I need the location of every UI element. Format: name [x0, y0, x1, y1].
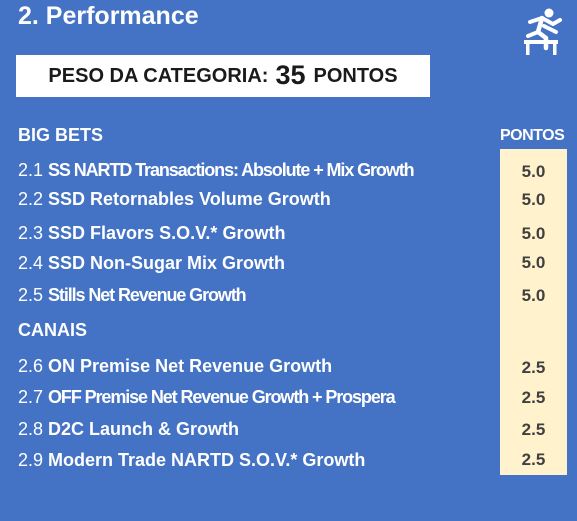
item-number: 2.7	[18, 387, 49, 407]
item-points: 5.0	[521, 224, 546, 243]
item-name: SSD Flavors S.O.V.* Growth	[48, 223, 286, 243]
points-column-header: PONTOS	[500, 127, 565, 144]
item-points: 2.5	[521, 358, 546, 377]
item-number: 2.1	[18, 160, 49, 180]
list-item: 2.6 ON Premise Net Revenue Growth	[18, 356, 332, 377]
item-points: 5.0	[521, 162, 546, 181]
item-name: SSD Retornables Volume Growth	[48, 189, 331, 209]
item-number: 2.9	[18, 450, 49, 470]
item-name: SSD Non-Sugar Mix Growth	[48, 253, 286, 273]
list-item: 2.5 Stills Net Revenue Growth	[18, 285, 247, 306]
list-item: 2.8 D2C Launch & Growth	[18, 419, 239, 440]
item-name: ON Premise Net Revenue Growth	[48, 356, 333, 376]
item-points: 2.5	[521, 388, 546, 407]
item-name: D2C Launch & Growth	[48, 419, 240, 439]
item-points: 5.0	[521, 253, 546, 272]
category-weight-box: PESO DA CATEGORIA: 35 PONTOS	[16, 55, 430, 97]
item-name: SS NARTD Transactions: Absolute + Mix Gr…	[48, 160, 415, 180]
item-name: OFF Premise Net Revenue Growth + Prosper…	[48, 387, 396, 407]
section-title-big-bets: BIG BETS	[18, 125, 104, 145]
item-number: 2.3	[18, 223, 49, 243]
item-number: 2.5	[18, 285, 49, 305]
section-title-canais: CANAIS	[18, 320, 88, 340]
page-title: 2. Performance	[18, 2, 199, 30]
list-item: 2.1 SS NARTD Transactions: Absolute + Mi…	[18, 160, 415, 181]
list-item: 2.7 OFF Premise Net Revenue Growth + Pro…	[18, 387, 396, 408]
item-points: 5.0	[521, 286, 546, 305]
points-column	[500, 149, 567, 475]
item-number: 2.8	[18, 419, 49, 439]
category-weight-value: 35	[275, 59, 306, 90]
list-item: 2.2 SSD Retornables Volume Growth	[18, 189, 331, 210]
item-points: 2.5	[521, 450, 546, 469]
category-weight-label: PESO DA CATEGORIA:	[48, 64, 269, 87]
category-weight-unit: PONTOS	[313, 64, 398, 87]
item-number: 2.4	[18, 253, 49, 273]
item-points: 5.0	[521, 190, 546, 209]
item-number: 2.2	[18, 189, 49, 209]
item-name: Stills Net Revenue Growth	[48, 285, 247, 305]
hurdle-runner-icon	[524, 8, 562, 55]
item-points: 2.5	[521, 420, 546, 439]
list-item: 2.9 Modern Trade NARTD S.O.V.* Growth	[18, 450, 365, 471]
list-item: 2.3 SSD Flavors S.O.V.* Growth	[18, 223, 285, 244]
list-item: 2.4 SSD Non-Sugar Mix Growth	[18, 253, 285, 274]
item-number: 2.6	[18, 356, 49, 376]
item-name: Modern Trade NARTD S.O.V.* Growth	[48, 450, 366, 470]
